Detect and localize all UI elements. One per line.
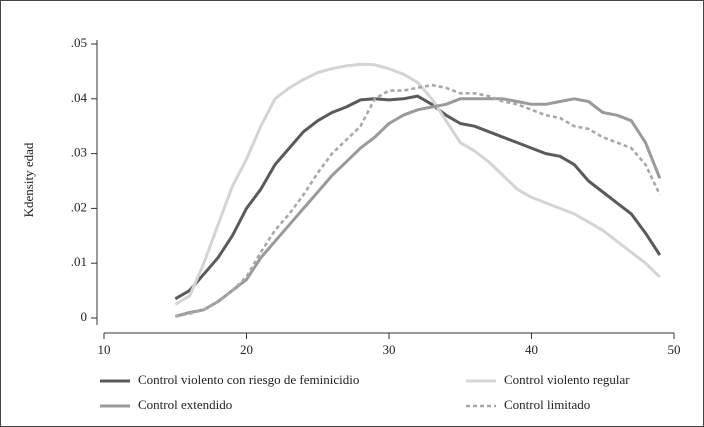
- y-tick-label: .03: [71, 145, 87, 160]
- legend-label: Control violento con riesgo de feminicid…: [138, 372, 359, 387]
- y-tick-label: .01: [71, 254, 87, 269]
- series-line: [174, 62, 661, 306]
- series-line: [174, 94, 662, 301]
- legend-label: Control extendido: [138, 397, 232, 412]
- y-tick-label: .04: [71, 90, 88, 105]
- y-axis-label: Kdensity edad: [21, 142, 36, 217]
- x-tick-label: 30: [383, 342, 396, 357]
- y-tick-label: 0: [81, 309, 88, 324]
- y-tick-label: .02: [71, 199, 87, 214]
- y-tick-label: .05: [71, 35, 87, 50]
- legend-label: Control violento regular: [504, 372, 630, 387]
- legend-label: Control limitado: [504, 397, 590, 412]
- series-line: [175, 83, 661, 318]
- x-tick-label: 50: [668, 342, 681, 357]
- x-tick-label: 20: [240, 342, 253, 357]
- series-line: [174, 97, 662, 318]
- x-tick-label: 40: [525, 342, 538, 357]
- x-tick-label: 10: [98, 342, 111, 357]
